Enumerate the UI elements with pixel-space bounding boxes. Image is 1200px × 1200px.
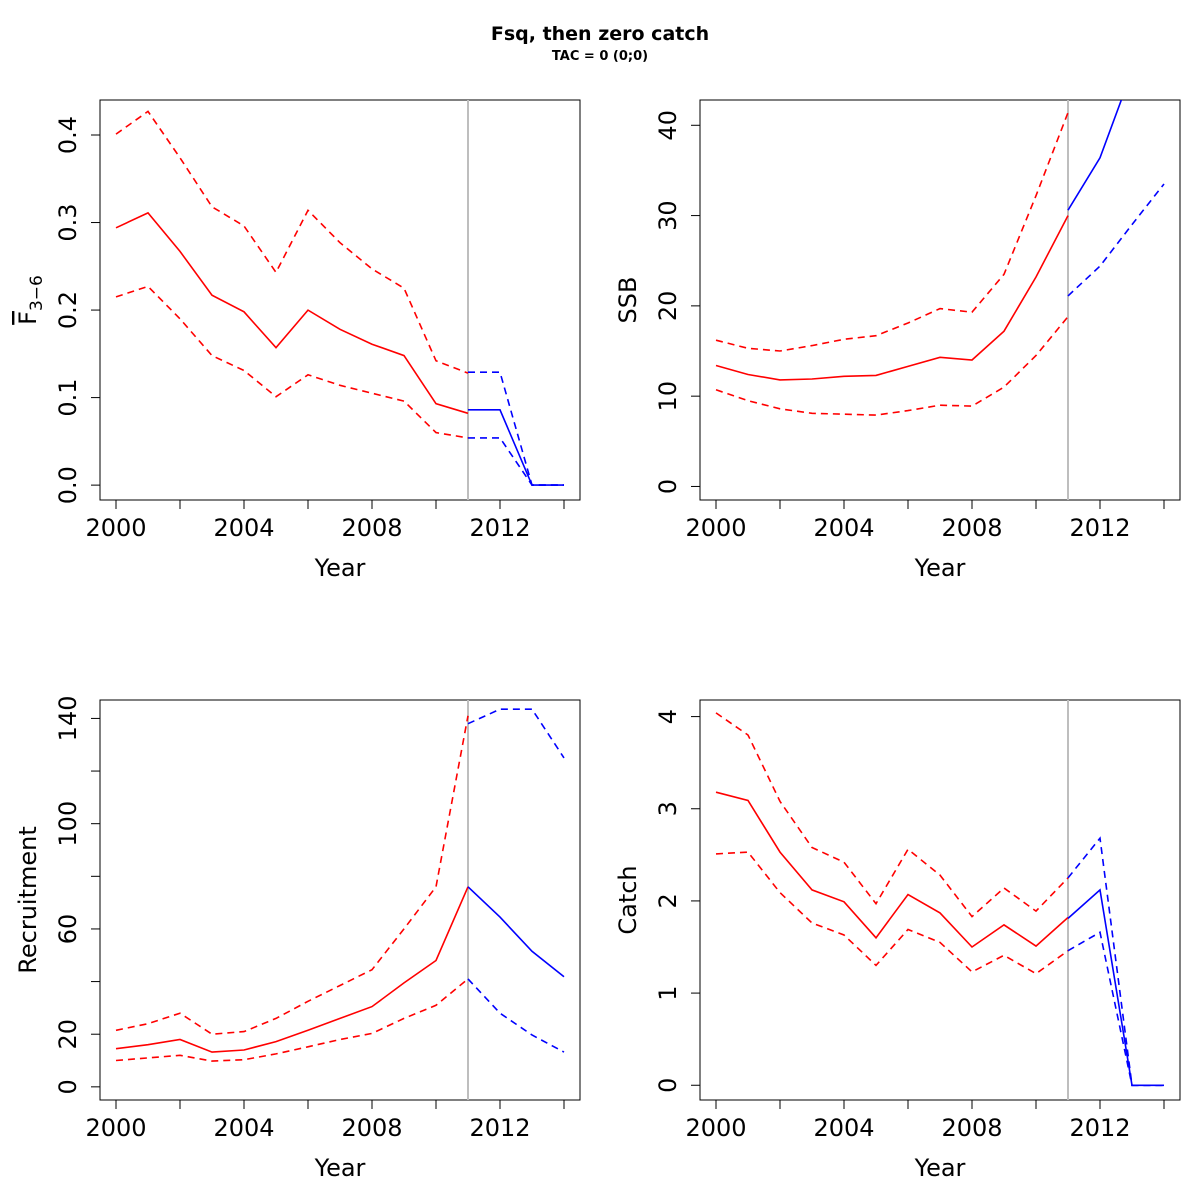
- y-tick-label: 20: [54, 1019, 82, 1050]
- y-axis-title: SSB: [614, 277, 642, 324]
- historic-ci-line: [115, 110, 469, 374]
- forecast-ci-line: [1067, 836, 1164, 1087]
- x-tick-label: 2012: [469, 1114, 530, 1142]
- x-tick-label: 2000: [85, 514, 146, 542]
- x-axis-title: Year: [914, 1154, 966, 1182]
- y-tick-label: 0.3: [54, 203, 82, 241]
- x-tick-label: 2004: [813, 1114, 874, 1142]
- y-tick-label: 140: [54, 696, 82, 742]
- y-tick-label: 10: [654, 381, 682, 412]
- forecast-ci-line: [468, 437, 564, 486]
- figure-title: Fsq, then zero catch: [491, 23, 709, 45]
- y-tick-label: 2: [654, 893, 682, 908]
- forecast-estimate-line: [468, 408, 564, 486]
- x-tick-label: 2008: [341, 1114, 402, 1142]
- panels: 2000 2004 2008 20120.00.10.20.30.4YearF3−62…: [14, 99, 1181, 1182]
- historic-estimate-line: [715, 215, 1069, 381]
- y-axis-title: Recruitment: [14, 826, 42, 973]
- x-axis-title: Year: [914, 554, 966, 582]
- y-tick-label: 3: [654, 801, 682, 816]
- y-tick-label: 1: [654, 985, 682, 1000]
- y-axis-title-subscript: 3−6: [27, 275, 47, 311]
- x-tick-label: 2004: [213, 514, 274, 542]
- y-tick-label: 4: [654, 709, 682, 724]
- historic-ci-line: [115, 978, 469, 1062]
- historic-ci-line: [715, 712, 1069, 918]
- x-axis-title: Year: [314, 1154, 366, 1182]
- historic-ci-line: [115, 715, 469, 1036]
- plot-frame: [99, 99, 581, 501]
- historic-ci-line: [715, 316, 1069, 416]
- historic-estimate-line: [115, 886, 469, 1053]
- x-tick-label: 2004: [213, 1114, 274, 1142]
- y-tick-label: 0.4: [54, 116, 82, 154]
- forecast-estimate-line: [1067, 888, 1164, 1087]
- y-tick-label: 0: [654, 479, 682, 494]
- y-tick-label: 0.0: [54, 466, 82, 504]
- forecast-estimate-line: [1067, 100, 1123, 211]
- forecast-ci-line: [468, 371, 564, 486]
- y-axis-title: F3−6: [14, 275, 47, 325]
- x-tick-label: 2012: [1069, 1114, 1130, 1142]
- historic-ci-line: [715, 851, 1069, 975]
- panel-ssb: 2000 2004 2008 2012 0 10 20 30 40 Year SSB: [614, 99, 1181, 582]
- y-tick-label: 60: [54, 914, 82, 945]
- y-axis-title-main: F: [14, 311, 42, 325]
- y-tick-label: 30: [654, 200, 682, 231]
- x-tick-label: 2000: [685, 514, 746, 542]
- x-tick-label: 2012: [1069, 514, 1130, 542]
- plot-frame: [699, 699, 1181, 1101]
- historic-estimate-line: [115, 211, 469, 415]
- plot-frame: [99, 699, 581, 1101]
- y-axis-title: Catch: [614, 865, 642, 934]
- y-tick-label: 0.1: [54, 379, 82, 417]
- forecast-ci-line: [1067, 183, 1165, 297]
- y-tick-label: 40: [654, 110, 682, 141]
- panel-fbar: 2000 2004 2008 2012 0.0 0.1 0.2 0.3 0.4 Year F3−6: [14, 99, 581, 582]
- y-tick-label: 0: [654, 1078, 682, 1093]
- x-tick-label: 2008: [941, 514, 1002, 542]
- figure-subtitle: TAC = 0 (0;0): [552, 49, 648, 64]
- y-tick-label: 0.2: [54, 291, 82, 329]
- y-tick-label: 0: [54, 1079, 82, 1094]
- historic-estimate-line: [715, 791, 1069, 949]
- historic-ci-line: [115, 285, 469, 439]
- forecast-ci-line: [1067, 931, 1164, 1087]
- x-axis-title: Year: [314, 554, 366, 582]
- x-tick-label: 2008: [341, 514, 402, 542]
- x-tick-label: 2012: [469, 514, 530, 542]
- x-tick-label: 2000: [685, 1114, 746, 1142]
- y-tick-label: 20: [654, 291, 682, 322]
- historic-ci-line: [715, 112, 1069, 352]
- panel-recruitment: 2000 2004 2008 2012 0 20 60 100 140 Year Recruitme…: [14, 696, 581, 1182]
- plot-frame: [699, 99, 1181, 501]
- x-tick-label: 2008: [941, 1114, 1002, 1142]
- x-tick-label: 2000: [85, 1114, 146, 1142]
- forecast-ci-line: [467, 708, 565, 759]
- forecast-estimate-line: [467, 886, 565, 978]
- y-tick-label: 100: [54, 801, 82, 847]
- forecast-ci-line: [467, 978, 565, 1053]
- x-tick-label: 2004: [813, 514, 874, 542]
